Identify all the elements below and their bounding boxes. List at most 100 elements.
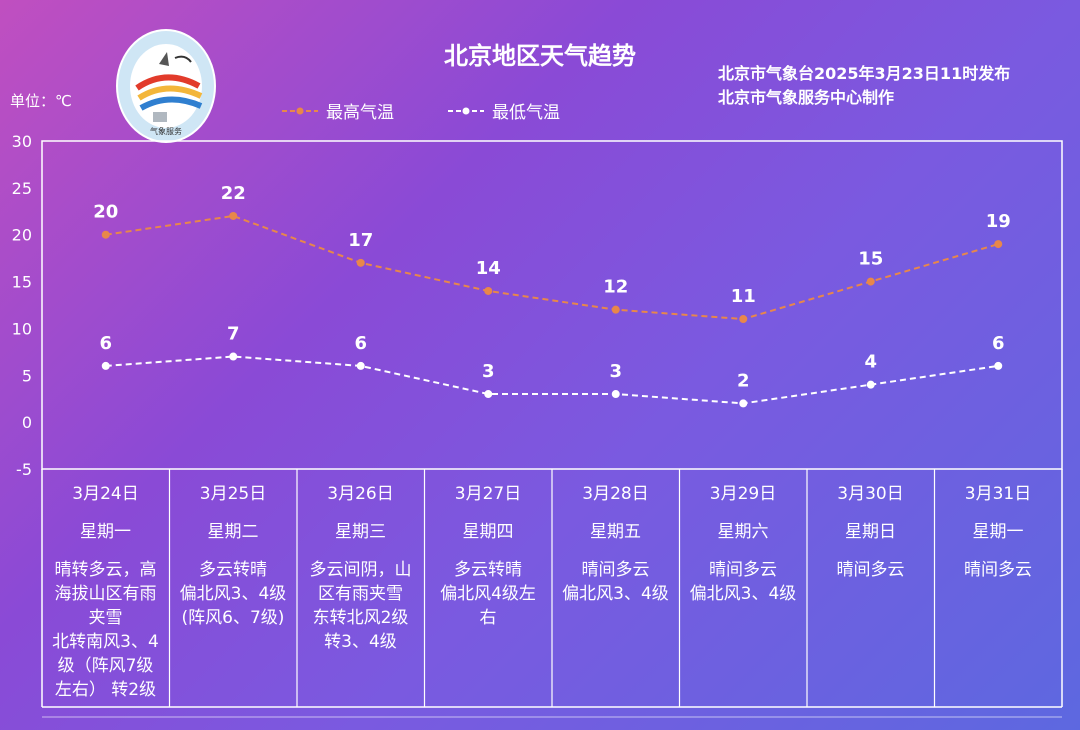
y-tick-label: 10	[12, 319, 32, 338]
legend-high-line-icon	[282, 107, 318, 114]
issuer-info: 北京市气象台2025年3月23日11时发布 北京市气象服务中心制作	[718, 62, 1010, 110]
low-temp-series-line	[105, 355, 999, 405]
high-temp-data-label: 22	[221, 183, 246, 204]
y-tick-label: 20	[12, 226, 32, 245]
high-temp-data-label: 20	[93, 202, 118, 223]
weather-condition: 多云间阴，山 区有雨夹雪东转北风2级 转3、4级	[297, 558, 424, 654]
high-temp-data-label: 12	[603, 277, 628, 298]
x-tick-label: 3月29日	[709, 484, 777, 504]
high-temp-point	[994, 240, 1003, 249]
weekday-label: 星期一	[972, 522, 1024, 542]
forecast-day-cell: 3月26日星期三多云间阴，山 区有雨夹雪东转北风2级 转3、4级	[297, 474, 424, 654]
low-temp-point	[739, 399, 748, 408]
weather-condition: 晴间多云	[807, 558, 934, 582]
unit-label: 单位：℃	[10, 92, 72, 110]
weather-condition-line: 夹雪	[88, 608, 123, 628]
forecast-day-cell: 3月28日星期五晴间多云偏北风3、4级	[552, 474, 679, 606]
weather-condition-line: 区有雨夹雪	[318, 584, 403, 604]
weekday-label: 星期六	[717, 522, 769, 542]
weather-condition-line: 左右） 转2级	[54, 680, 157, 700]
weather-condition: 多云转晴偏北风3、4级 (阵风6、7级)	[170, 558, 297, 630]
forecast-day-cell: 3月29日星期六晴间多云 偏北风3、4级	[680, 474, 807, 606]
weather-condition-line: 转3、4级	[324, 632, 397, 652]
weather-condition: 晴间多云偏北风3、4级	[552, 558, 679, 606]
low-temp-point	[484, 390, 493, 399]
weather-condition-line: 偏北风4级左	[440, 584, 536, 604]
weekday-label: 星期四	[462, 522, 514, 542]
weather-condition-line: 多云转晴	[199, 560, 267, 580]
weather-condition-line: 晴转多云，高	[54, 560, 157, 580]
forecast-day-cell: 3月30日星期日晴间多云	[807, 474, 934, 582]
low-temp-data-label: 6	[99, 333, 112, 354]
weather-condition-line: 偏北风3、4级	[689, 584, 797, 604]
low-temp-point	[101, 361, 110, 370]
x-tick-label: 3月27日	[454, 484, 522, 504]
weather-condition-line: 级（阵风7级	[57, 656, 154, 676]
weather-condition-line: 偏北风3、4级	[179, 584, 287, 604]
high-temp-data-label: 11	[731, 286, 756, 307]
low-temp-point	[356, 361, 365, 370]
low-temp-data-label: 3	[482, 361, 495, 382]
high-temp-data-label: 17	[348, 230, 373, 251]
y-tick-label: -5	[16, 460, 32, 479]
low-temp-data-label: 7	[227, 324, 240, 345]
low-temp-data-label: 3	[609, 361, 622, 382]
weekday-label: 星期三	[335, 522, 386, 542]
y-tick-label: 15	[12, 273, 32, 292]
y-tick-label: 0	[22, 413, 32, 432]
legend-low: 最低气温	[448, 98, 560, 123]
high-temp-series-line	[105, 214, 999, 321]
high-temp-point	[356, 258, 365, 267]
x-tick-label: 3月26日	[327, 484, 394, 504]
x-tick-label: 3月28日	[582, 484, 649, 504]
weekday-label: 星期二	[207, 522, 259, 542]
legend-low-line-icon	[448, 107, 484, 114]
y-tick-label: 25	[12, 179, 32, 198]
logo-seal-text: 气象服务	[150, 126, 182, 136]
weather-condition-line: 东转北风2级	[312, 608, 409, 628]
y-tick-label: 5	[22, 366, 32, 385]
chart-title: 北京地区天气趋势	[444, 42, 636, 70]
forecast-day-cell: 3月27日星期四多云转晴 偏北风4级左右	[425, 474, 552, 630]
legend-high-label: 最高气温	[326, 103, 394, 123]
weekday-label: 星期五	[590, 522, 641, 542]
meteorological-service-logo: 气象服务	[116, 29, 216, 143]
x-tick-label: 3月24日	[72, 484, 139, 504]
legend-low-label: 最低气温	[492, 103, 560, 123]
high-temp-point	[101, 230, 110, 239]
weekday-label: 星期一	[80, 522, 131, 542]
weather-condition-line: 晴间多云	[581, 560, 650, 580]
weather-condition-line: (阵风6、7级)	[181, 608, 285, 628]
high-temp-point	[484, 286, 493, 295]
high-temp-data-label: 14	[476, 258, 501, 279]
high-temp-point	[611, 305, 620, 314]
y-tick-label: 30	[12, 132, 32, 151]
weather-condition-line: 晴间多云	[836, 560, 905, 580]
weather-condition-line: 北转南风3、4	[52, 632, 159, 652]
low-temp-data-label: 6	[354, 333, 367, 354]
legend-high: 最高气温	[282, 98, 394, 123]
forecast-day-cell: 3月31日星期一晴间多云	[935, 474, 1062, 582]
weather-condition-line: 晴间多云	[964, 560, 1032, 580]
high-temp-data-label: 15	[858, 249, 883, 270]
high-temp-point	[866, 277, 875, 286]
weather-condition-line: 多云间阴，山	[309, 560, 412, 580]
x-tick-label: 3月30日	[837, 484, 904, 504]
high-temp-data-label: 19	[986, 211, 1011, 232]
weather-condition: 多云转晴 偏北风4级左右	[425, 558, 552, 630]
high-temp-point	[229, 211, 238, 220]
weather-condition-line: 偏北风3、4级	[562, 584, 669, 604]
x-tick-label: 3月31日	[964, 484, 1032, 504]
weather-condition: 晴间多云	[935, 558, 1062, 582]
weather-condition: 晴间多云 偏北风3、4级	[680, 558, 807, 606]
low-temp-data-label: 6	[992, 333, 1005, 354]
weekday-label: 星期日	[845, 522, 896, 542]
weather-condition: 晴转多云，高 海拔山区有雨 夹雪北转南风3、4 级（阵风7级 左右） 转2级	[42, 558, 169, 702]
plot-frame	[41, 140, 1063, 470]
x-tick-label: 3月25日	[199, 484, 267, 504]
weather-condition-line: 海拔山区有雨	[54, 584, 157, 604]
issuer-line-1: 北京市气象台2025年3月23日11时发布	[718, 64, 1011, 83]
low-temp-data-label: 4	[864, 352, 877, 373]
high-temp-point	[739, 315, 748, 324]
